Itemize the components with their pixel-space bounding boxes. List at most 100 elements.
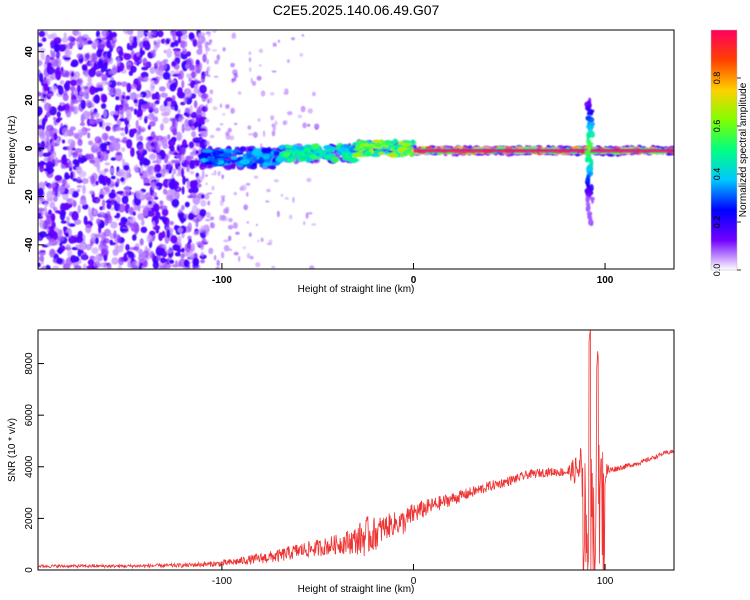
spectrogram-cell (123, 252, 128, 261)
spectrogram-cell (81, 251, 88, 260)
spectrogram-cell (179, 114, 184, 118)
spectrogram-cell (189, 170, 195, 175)
spectrogram-cell (204, 118, 210, 123)
spectrogram-cell (587, 139, 592, 145)
spectrogram-cell (272, 124, 276, 132)
spectrogram-cell (204, 231, 209, 236)
spectrogram-cell (204, 193, 210, 200)
spectrogram-cell (56, 257, 63, 265)
spectrogram-cell (586, 211, 593, 217)
spectrogram-cell (260, 90, 266, 97)
spectrogram-cell (245, 182, 251, 186)
spectrogram-cell (251, 149, 261, 156)
spectrogram-cell (38, 142, 41, 147)
spectrogram-cell (139, 238, 144, 246)
spectrogram-cell (126, 82, 132, 93)
spectrogram-cell (287, 59, 290, 63)
spectrogram-cell (168, 169, 172, 174)
spectrogram-cell (74, 153, 81, 157)
spectrogram-cell (165, 97, 173, 102)
spectrogram-cell (271, 265, 276, 269)
spectrogram-cell (101, 132, 109, 141)
spectrogram-cell (59, 102, 66, 106)
spectrogram-cell (187, 222, 192, 233)
spectrogram-cell (94, 233, 102, 238)
spectrogram-cell (397, 152, 408, 156)
snr-y-tick-label: 0 (24, 567, 35, 573)
spectrogram-cell (38, 187, 44, 197)
spectrogram-cell (38, 72, 44, 83)
spectrogram-cell (159, 86, 166, 92)
spectrogram-cell (113, 230, 117, 239)
spectrogram-cell (162, 138, 167, 143)
spectrogram-cell (94, 112, 100, 118)
spectrogram-cell (149, 230, 156, 236)
spectrogram-cell (157, 182, 161, 186)
spectrogram-cell (200, 251, 205, 257)
spectrogram-cell (352, 152, 360, 158)
spectrogram-cell (169, 259, 174, 264)
spectrogram-cell (186, 57, 194, 68)
spectrogram-cell (53, 43, 60, 53)
spectrogram-cell (76, 53, 84, 59)
spectrogram-cell (120, 177, 125, 183)
spectrogram-cell (264, 153, 270, 160)
spectrogram-cell (98, 225, 102, 234)
spectrogram-cell (243, 204, 249, 211)
spectrogram-cell (205, 174, 208, 177)
spectrogram-cell (209, 89, 214, 95)
spectrogram-cell (200, 131, 207, 138)
spectrogram-cell (585, 176, 591, 183)
spectrogram-cell (122, 136, 128, 144)
spectrogram-cell (53, 37, 62, 44)
spectrogram-cell (138, 259, 145, 263)
spectrogram-cell (123, 164, 130, 171)
spectrogram-cell (73, 265, 82, 269)
spectrogram-y-tick-label: 40 (24, 46, 35, 58)
spectrogram-cell (156, 70, 165, 76)
spectrogram-cell (174, 251, 181, 257)
spectrogram-cell (79, 199, 88, 206)
spectrogram-cell (312, 91, 316, 97)
spectrogram-cell (225, 131, 230, 137)
spectrogram-cell (116, 235, 122, 243)
spectrogram-cell (228, 217, 233, 223)
spectrogram-cell (140, 226, 148, 233)
spectrogram-cell (70, 90, 75, 101)
spectrogram-cell (100, 103, 107, 109)
spectrogram-cell (206, 42, 212, 45)
spectrogram-cell (72, 159, 79, 165)
spectrogram-cell (142, 157, 148, 164)
spectrogram-cell (54, 210, 62, 214)
spectrogram-cell (115, 95, 120, 101)
spectrogram-cell (222, 47, 226, 52)
spectrogram-cell (70, 79, 77, 87)
spectrogram-cell (80, 157, 88, 163)
spectrogram-cell (176, 145, 181, 152)
spectrogram-cell (196, 48, 203, 56)
spectrogram-cell (75, 236, 84, 244)
spectrogram-cell (211, 173, 214, 176)
spectrogram-cell (177, 249, 182, 253)
spectrogram-cell (146, 234, 152, 244)
spectrogram-cell (257, 118, 261, 122)
spectrogram-cell (106, 177, 112, 185)
spectrogram-cell (38, 262, 41, 268)
spectrogram-cell (106, 39, 111, 49)
spectrogram-cell (306, 123, 311, 128)
spectrogram-cell (45, 141, 50, 148)
colorbar-tick-label: 0.6 (712, 120, 722, 133)
spectrogram-cell (141, 128, 145, 133)
spectrogram-cell (589, 220, 592, 224)
spectrogram-cell (178, 208, 183, 214)
spectrogram-cell (143, 260, 148, 268)
spectrogram-cell (168, 179, 176, 190)
spectrogram-cell (248, 57, 252, 63)
spectrogram-cell (126, 250, 133, 256)
spectrogram-cell (170, 30, 176, 37)
spectrogram-cell (189, 104, 193, 115)
spectrogram-cell (219, 199, 224, 207)
spectrogram-cell (47, 34, 55, 40)
spectrogram-cell (86, 265, 95, 269)
spectrogram-cell (204, 140, 210, 146)
